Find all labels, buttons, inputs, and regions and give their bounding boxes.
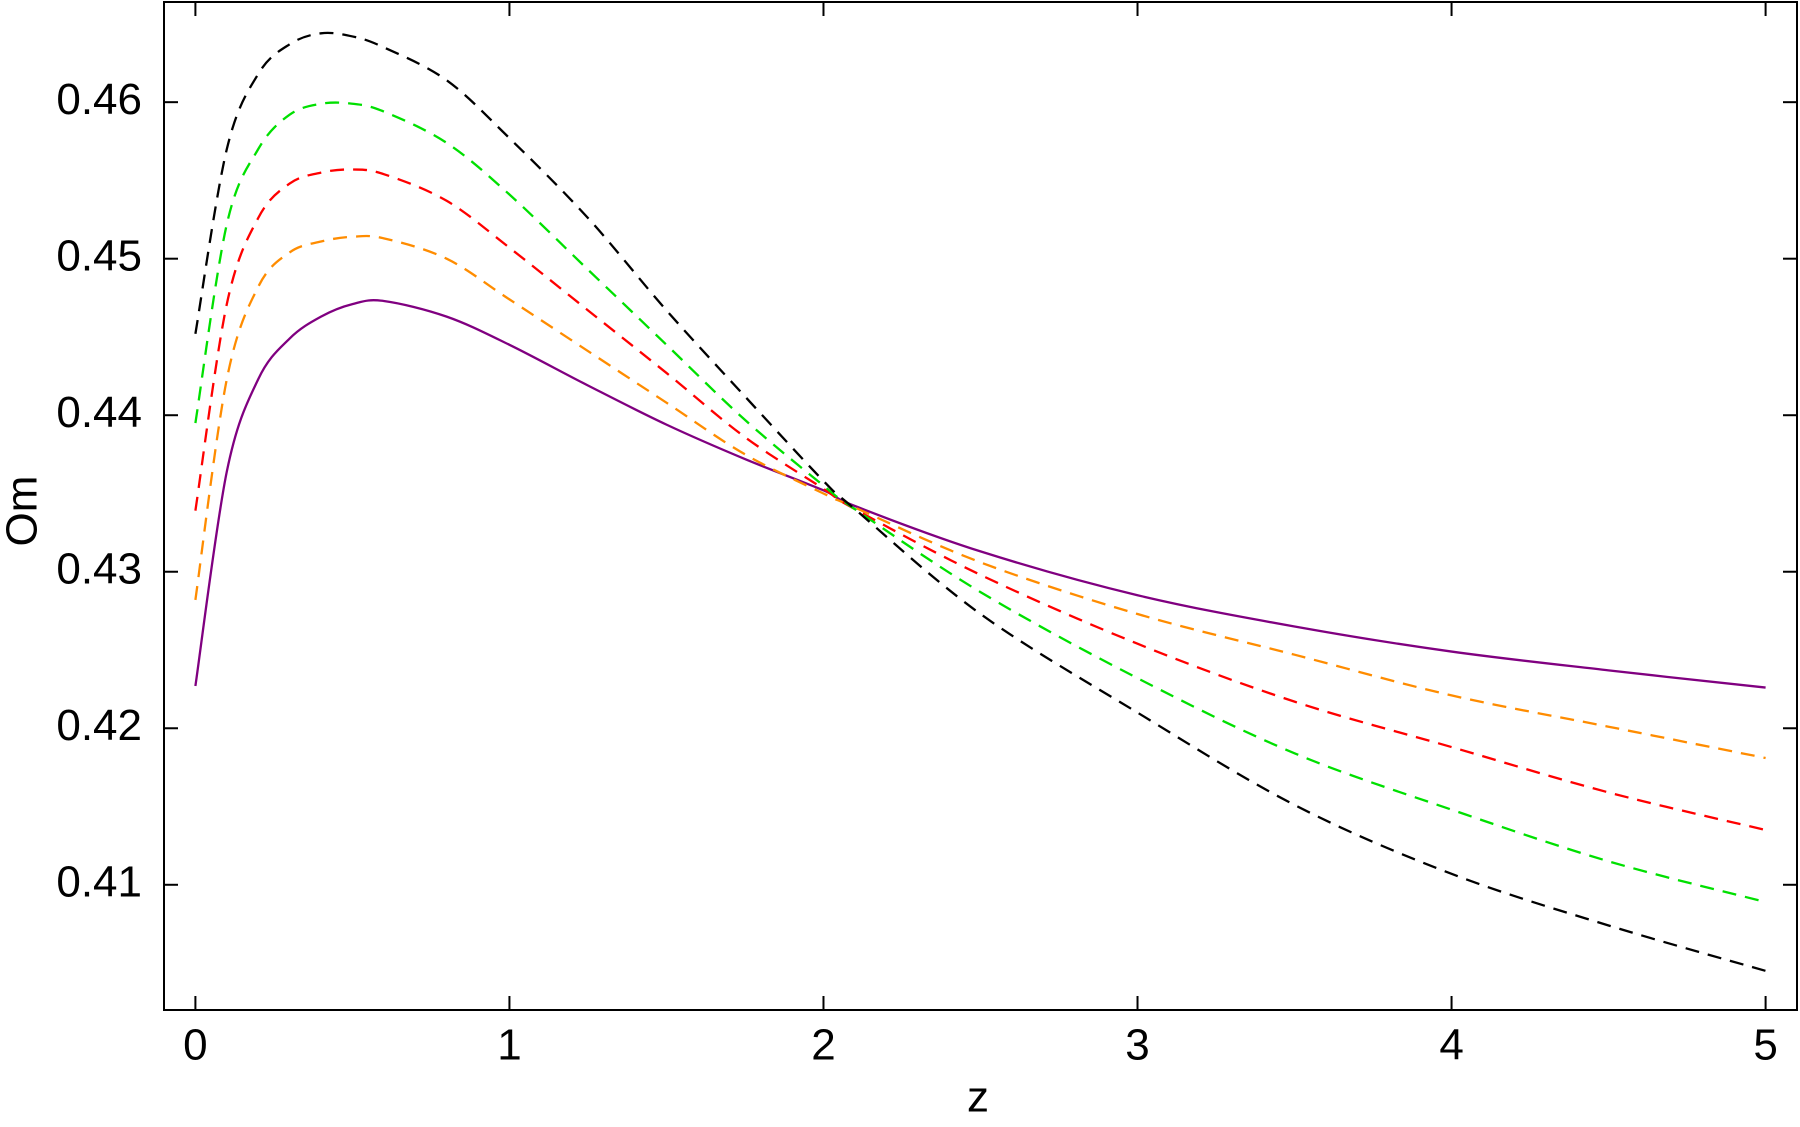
series-line — [194, 234, 1766, 760]
x-tick-label: 3 — [1125, 1021, 1149, 1070]
plot-frame — [163, 1, 1798, 1011]
y-tick-label: 0.45 — [56, 231, 142, 280]
x-axis-label: z — [967, 1073, 989, 1122]
x-tick-label: 0 — [183, 1021, 207, 1070]
y-tick-label: 0.44 — [56, 388, 142, 437]
x-tick-label: 4 — [1439, 1021, 1463, 1070]
y-tick-label: 0.43 — [56, 544, 142, 593]
y-tick-label: 0.46 — [56, 75, 142, 124]
y-tick-label: 0.41 — [56, 857, 142, 906]
series-line — [194, 299, 1766, 689]
series-line — [194, 168, 1766, 832]
y-axis-label: Om — [0, 476, 47, 547]
series-line — [194, 101, 1766, 904]
x-tick-label: 5 — [1753, 1021, 1777, 1070]
series-line — [194, 31, 1766, 972]
x-tick-label: 1 — [497, 1021, 521, 1070]
y-tick-label: 0.42 — [56, 701, 142, 750]
x-tick-label: 2 — [811, 1021, 835, 1070]
